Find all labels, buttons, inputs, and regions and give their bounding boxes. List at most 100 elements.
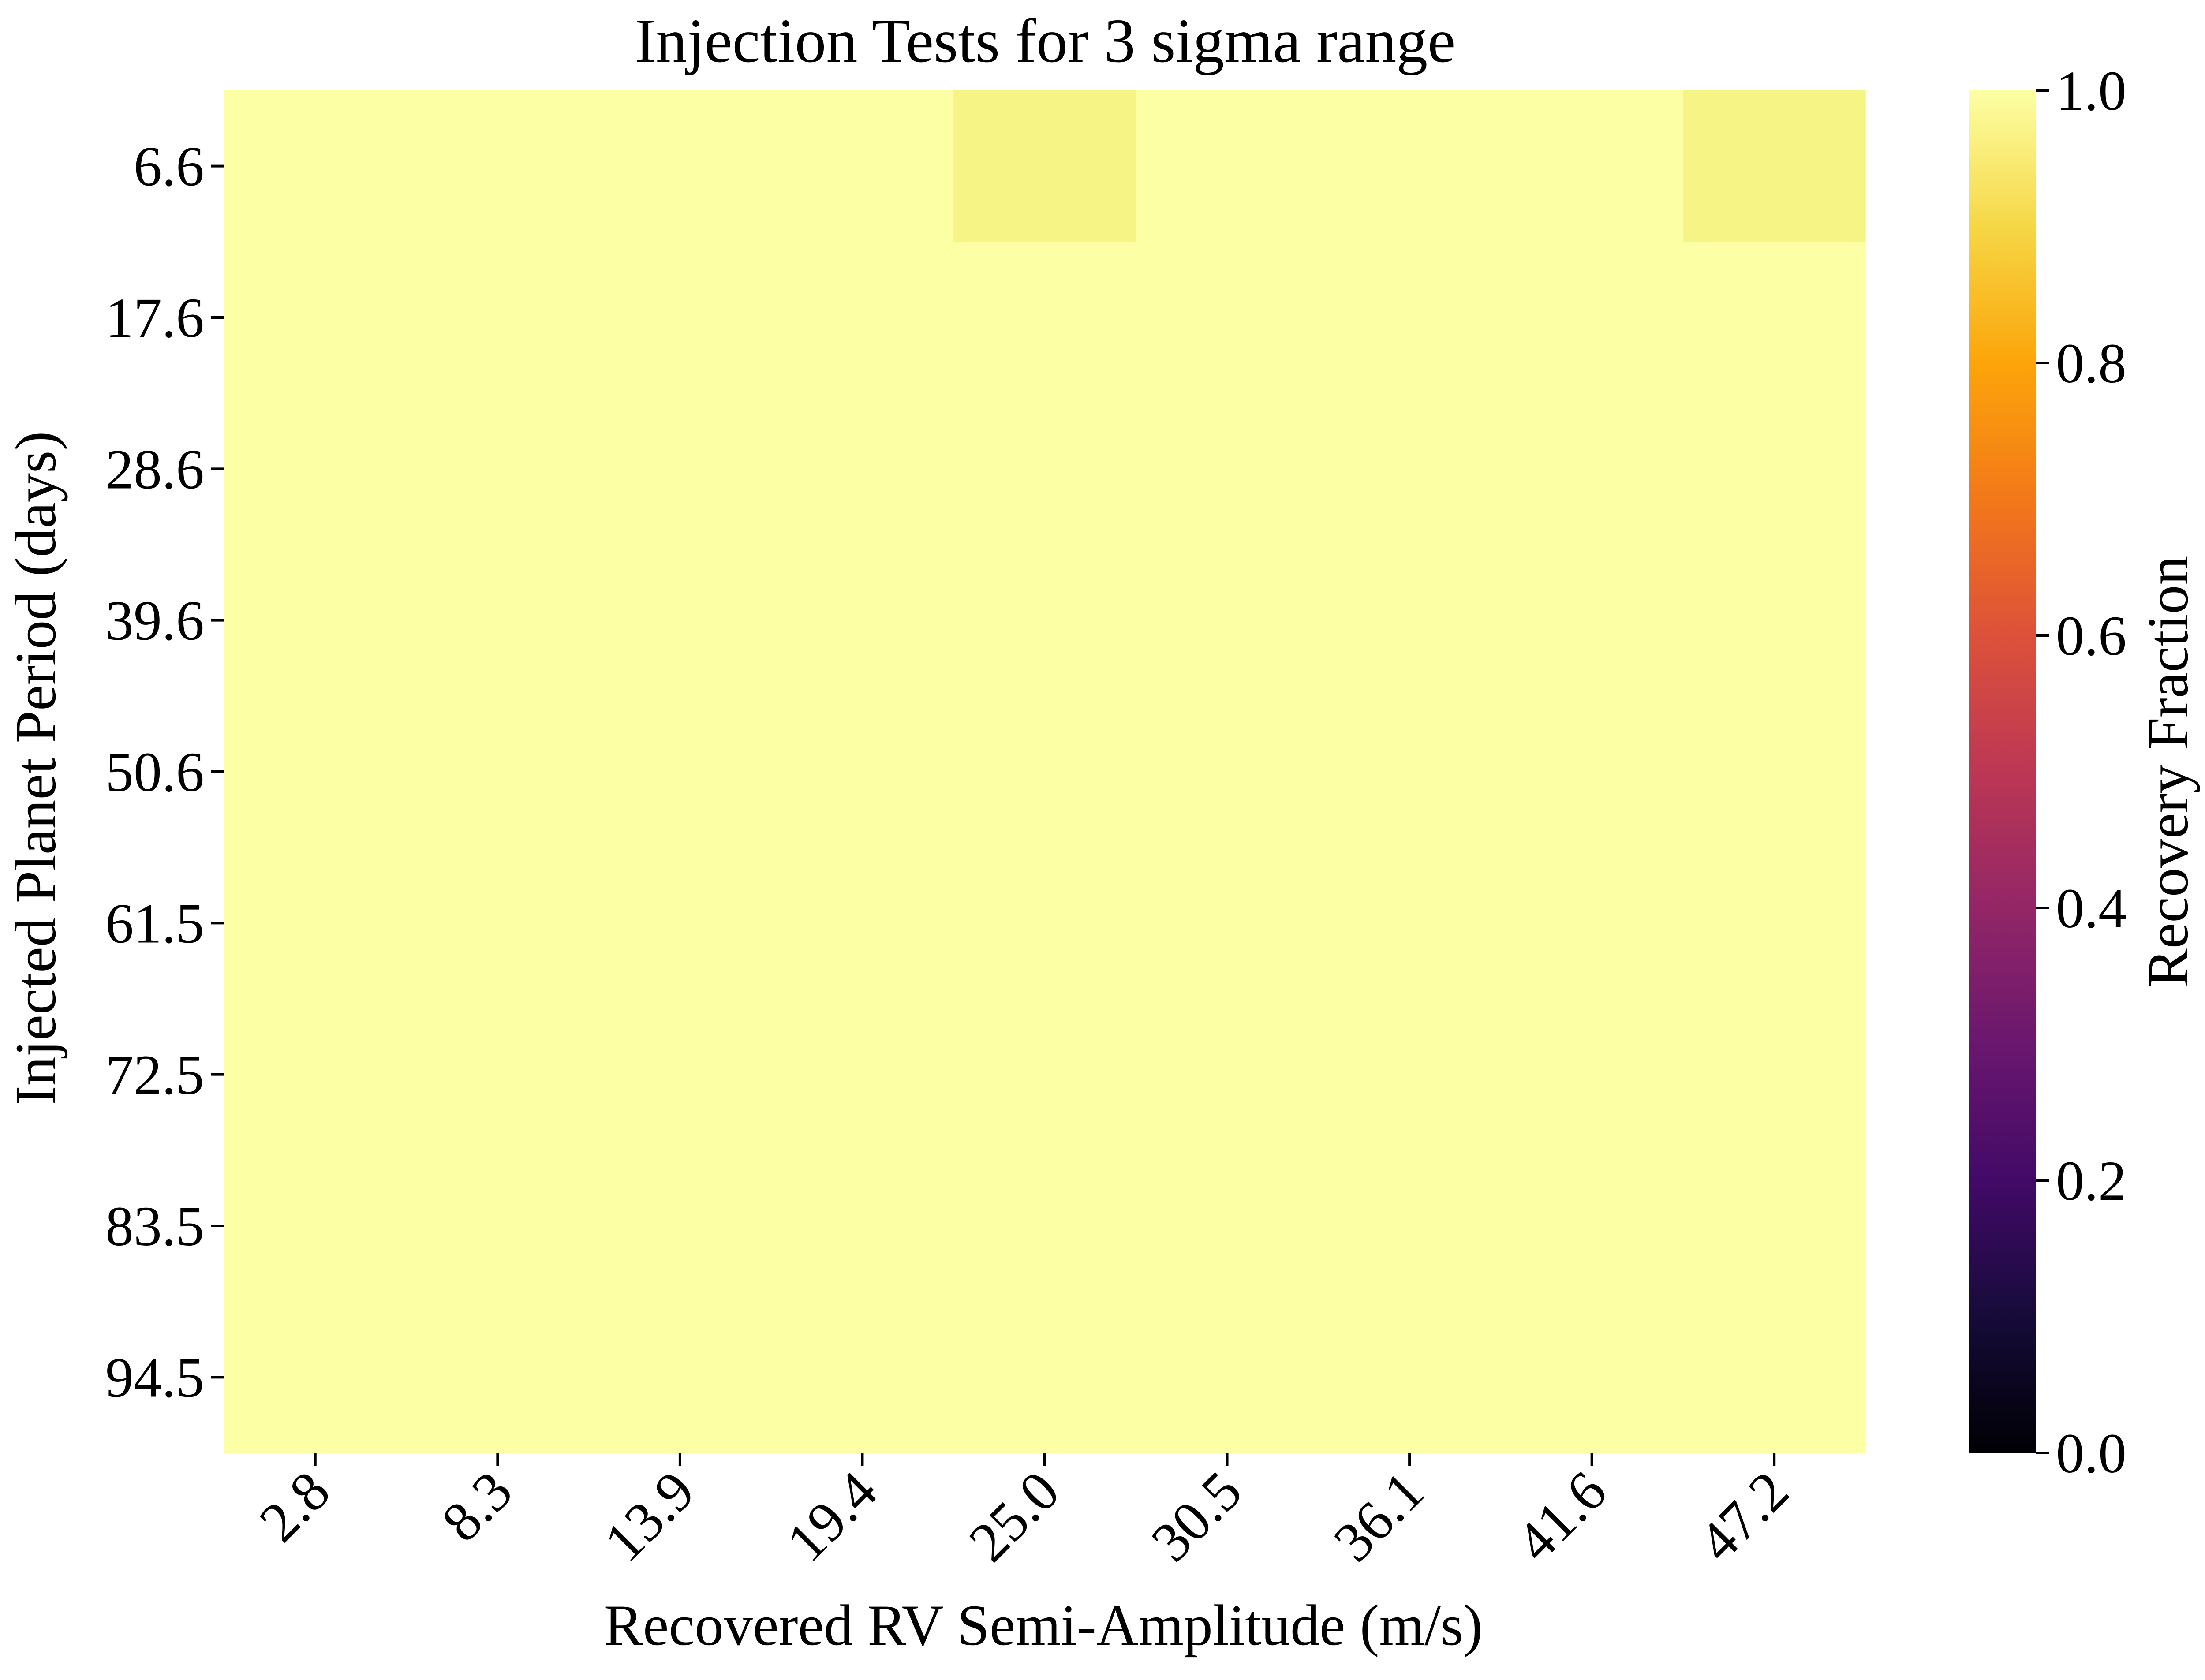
heatmap-cell — [1136, 999, 1319, 1150]
heatmap-cell — [1683, 696, 1866, 848]
y-tick-label: 94.5 — [105, 1346, 204, 1409]
heatmap-cell — [1500, 696, 1684, 848]
heatmap-cell — [224, 242, 407, 394]
y-tick-label: 28.6 — [105, 438, 204, 500]
heatmap-cell — [771, 393, 954, 545]
heatmap-cell — [224, 545, 407, 696]
heatmap-cell — [1136, 90, 1319, 242]
heatmap-cell — [406, 242, 589, 394]
y-tick-label: 61.5 — [105, 892, 204, 955]
heatmap-cell — [406, 393, 589, 545]
heatmap-cell — [1318, 847, 1501, 999]
x-tick-label: 8.3 — [430, 1459, 524, 1553]
heatmap-cell — [224, 1301, 407, 1453]
x-tick-label: 13.9 — [592, 1459, 706, 1573]
heatmap-cell — [1136, 1150, 1319, 1302]
x-tick-label: 25.0 — [957, 1459, 1071, 1573]
heatmap-cell — [1318, 90, 1501, 242]
heatmap-cell — [1683, 545, 1866, 696]
heatmap-cell — [1136, 696, 1319, 848]
x-tick-label: 2.8 — [247, 1459, 342, 1553]
y-tick-label: 17.6 — [105, 287, 204, 349]
heatmap-cell — [1136, 1301, 1319, 1453]
x-axis-label: Recovered RV Semi-Amplitude (m/s) — [604, 1593, 1483, 1658]
heatmap-cell — [1318, 1301, 1501, 1453]
heatmap-cell — [1136, 242, 1319, 394]
colorbar-tick-label: 0.2 — [2056, 1150, 2127, 1212]
heatmap-cell — [771, 545, 954, 696]
heatmap-cell — [1500, 393, 1684, 545]
heatmap-cell — [589, 90, 772, 242]
heatmap-cell — [224, 393, 407, 545]
heatmap-cell — [1318, 1150, 1501, 1302]
colorbar-tick-label: 0.0 — [2056, 1422, 2127, 1485]
heatmap-cell — [224, 90, 407, 242]
heatmap-cell — [953, 696, 1136, 848]
heatmap-cell — [589, 242, 772, 394]
heatmap-cell — [1500, 242, 1684, 394]
heatmap-cell — [1683, 847, 1866, 999]
heatmap-cell — [771, 90, 954, 242]
heatmap-cell — [224, 999, 407, 1150]
x-axis-ticks: 2.8 8.3 13.9 19.4 25.0 30.5 36.1 41.6 47.2 — [247, 1453, 1801, 1573]
heatmap-cell — [224, 696, 407, 848]
heatmap-cell — [771, 242, 954, 394]
y-tick-label: 6.6 — [134, 135, 204, 198]
heatmap-cell — [953, 999, 1136, 1150]
heatmap-cell — [224, 1150, 407, 1302]
heatmap-cell — [1683, 393, 1866, 545]
heatmap-cell — [1500, 545, 1684, 696]
heatmap-cell — [1683, 999, 1866, 1150]
y-axis-ticks: 6.6 17.6 28.6 39.6 50.6 61.5 72.5 83.5 94.5 — [105, 135, 224, 1409]
heatmap-cell — [406, 847, 589, 999]
heatmap-cell — [1318, 696, 1501, 848]
chart-title: Injection Tests for 3 sigma range — [635, 6, 1456, 75]
heatmap-cell — [1136, 847, 1319, 999]
heatmap-cell — [589, 545, 772, 696]
heatmap-cell — [1500, 1150, 1684, 1302]
y-tick-label: 83.5 — [105, 1195, 204, 1258]
heatmap-cell — [1318, 545, 1501, 696]
heatmap-cell — [953, 242, 1136, 394]
heatmap-cell — [589, 1150, 772, 1302]
heatmap-cell — [953, 1150, 1136, 1302]
heatmap-cell — [771, 999, 954, 1150]
heatmap-cell — [589, 393, 772, 545]
x-tick-label: 47.2 — [1686, 1459, 1801, 1573]
heatmap-cell — [953, 90, 1136, 242]
heatmap-cell — [1500, 90, 1684, 242]
heatmap-cell — [1683, 90, 1866, 242]
heatmap-cell — [406, 90, 589, 242]
y-axis-label: Injected Planet Period (days) — [3, 431, 68, 1105]
heatmap-cell — [406, 696, 589, 848]
heatmap-cell — [589, 1301, 772, 1453]
heatmap-cell — [1500, 999, 1684, 1150]
colorbar-tick-label: 1.0 — [2056, 60, 2127, 122]
heatmap-cell — [589, 847, 772, 999]
heatmap-cell — [1500, 1301, 1684, 1453]
colorbar-tick-label: 0.6 — [2056, 605, 2127, 667]
heatmap-cell — [771, 1301, 954, 1453]
x-tick-label: 19.4 — [774, 1459, 889, 1573]
y-tick-label: 50.6 — [105, 741, 204, 803]
heatmap-cell — [1500, 847, 1684, 999]
heatmap-cell — [953, 545, 1136, 696]
heatmap-cell — [953, 1301, 1136, 1453]
heatmap-cell — [1136, 393, 1319, 545]
heatmap-cell — [1683, 1150, 1866, 1302]
heatmap-cell — [589, 696, 772, 848]
heatmap-cell — [406, 545, 589, 696]
heatmap-cell — [771, 1150, 954, 1302]
heatmap-cell — [406, 1150, 589, 1302]
heatmap-cell — [406, 999, 589, 1150]
x-tick-label: 36.1 — [1322, 1459, 1436, 1573]
colorbar-label: Recovery Fraction — [2135, 556, 2200, 988]
y-tick-label: 72.5 — [105, 1044, 204, 1106]
heatmap-cell — [953, 847, 1136, 999]
colorbar — [1969, 90, 2036, 1453]
colorbar-tick-label: 0.4 — [2056, 877, 2127, 940]
x-tick-label: 41.6 — [1504, 1459, 1618, 1573]
heatmap-cell — [589, 999, 772, 1150]
heatmap-cells — [224, 90, 1866, 1453]
heatmap-cell — [771, 847, 954, 999]
